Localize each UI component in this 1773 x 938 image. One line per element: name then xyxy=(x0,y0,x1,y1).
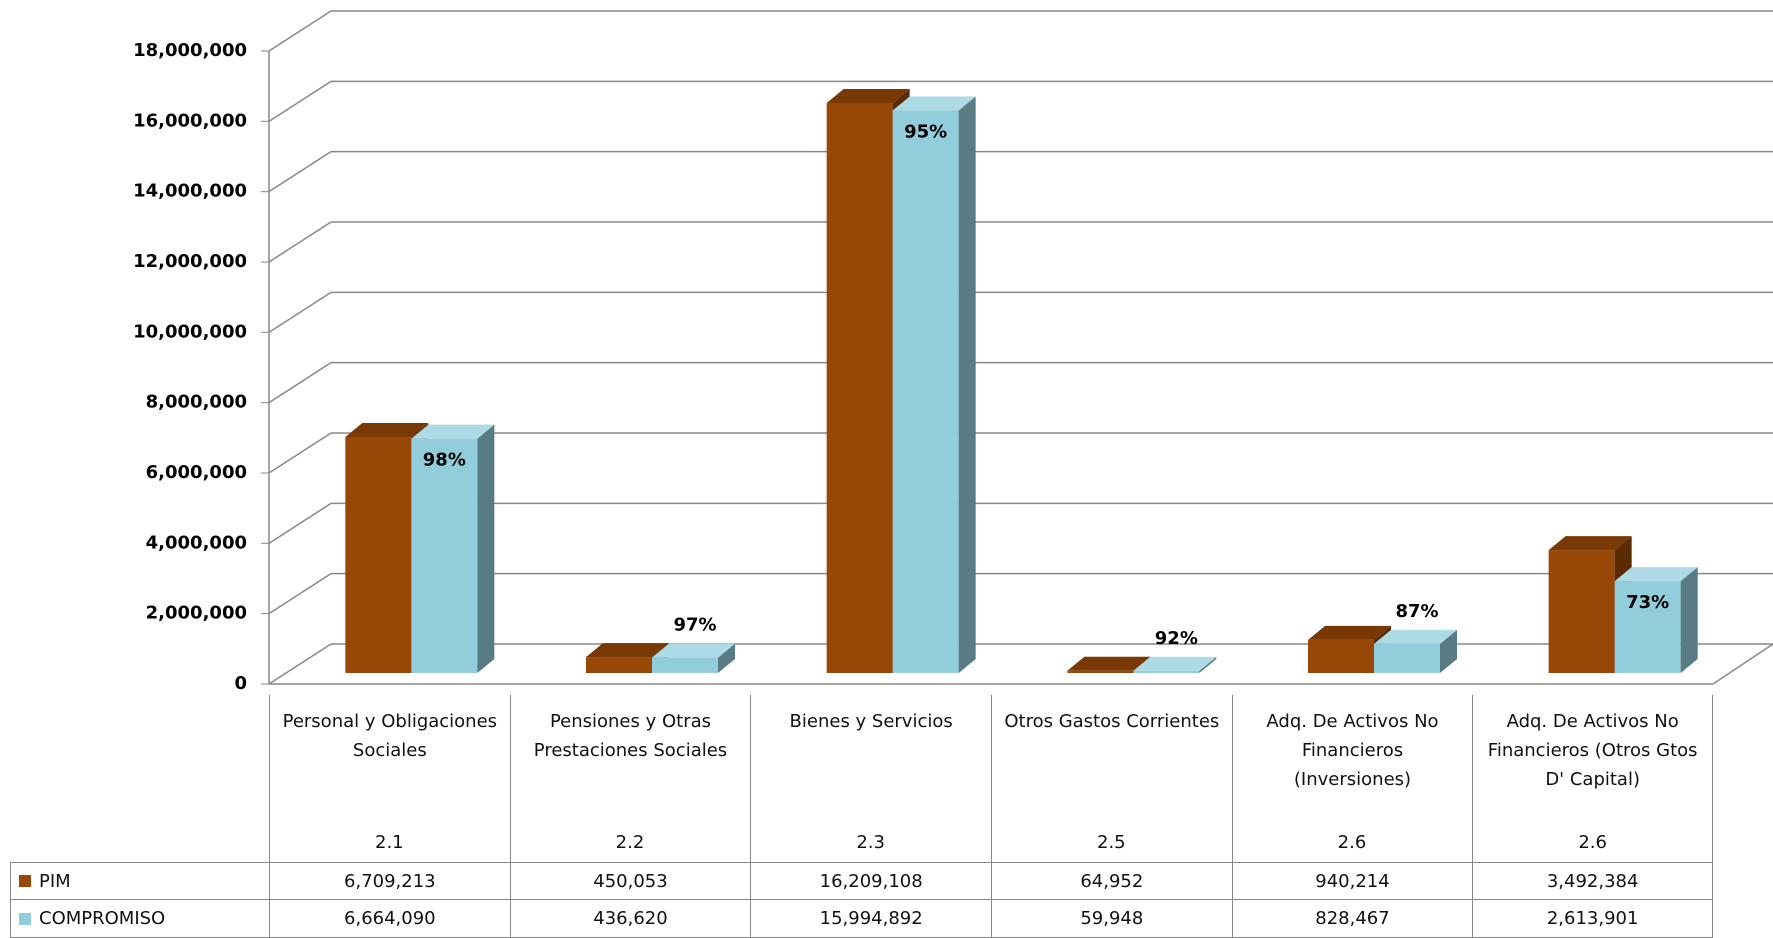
grid-line xyxy=(268,80,332,122)
y-tick-label: 18,000,000 xyxy=(133,40,247,61)
category-cell: Personal y Obligaciones Sociales xyxy=(269,695,510,862)
bar-front xyxy=(1548,550,1615,673)
code-label: 2.3 xyxy=(856,832,885,853)
category-cell: Pensiones y Otras Prestaciones Sociales xyxy=(509,695,751,862)
table-value: 64,952 xyxy=(991,862,1232,899)
y-tick-label: 8,000,000 xyxy=(146,392,247,413)
category-cell: Adq. De Activos No Financieros (Otros Gt… xyxy=(1472,695,1713,862)
table-value: 940,214 xyxy=(1231,862,1473,899)
code-label: 2.6 xyxy=(1337,832,1367,853)
y-tick-label: 0 xyxy=(234,673,247,694)
percent-label: 87% xyxy=(1395,601,1438,622)
bar-side xyxy=(1199,656,1217,673)
bar xyxy=(1374,629,1457,673)
bar-top xyxy=(652,643,735,658)
category-cell: Otros Gastos Corrientes xyxy=(991,695,1232,862)
bar-front xyxy=(1133,670,1200,673)
bar-front xyxy=(586,657,652,673)
bar xyxy=(652,643,735,673)
legend-label: COMPROMISO xyxy=(39,908,166,929)
bar-top xyxy=(826,88,910,103)
bar-top xyxy=(1374,629,1457,644)
floor-edge xyxy=(1712,643,1773,685)
bar-front xyxy=(826,102,893,673)
table-value: 436,620 xyxy=(509,899,751,938)
legend-swatch xyxy=(19,912,31,925)
code-label: 2.6 xyxy=(1578,832,1607,853)
bar-top xyxy=(411,424,495,439)
grid-line xyxy=(268,362,332,404)
percent-label: 95% xyxy=(904,122,947,143)
bar-top xyxy=(345,423,429,438)
grid-line xyxy=(268,291,332,333)
table-value: 16,209,108 xyxy=(750,862,991,899)
grid-line xyxy=(268,432,332,474)
bar-top xyxy=(1614,567,1698,582)
grid-line xyxy=(268,221,332,263)
legend-label: PIM xyxy=(39,870,71,892)
bar-front xyxy=(1614,581,1681,673)
bar-top xyxy=(1133,656,1217,671)
grid-line xyxy=(268,573,332,615)
bar xyxy=(411,424,495,673)
bar-side xyxy=(958,96,976,674)
bar-front xyxy=(1308,639,1374,673)
bar-top xyxy=(1548,536,1632,551)
grid-line xyxy=(268,502,332,544)
bar-front xyxy=(345,437,412,673)
y-tick-label: 16,000,000 xyxy=(133,110,247,131)
percent-label: 98% xyxy=(423,450,466,471)
y-tick-label: 14,000,000 xyxy=(133,181,247,202)
category-cell: Adq. De Activos No Financieros (Inversio… xyxy=(1231,695,1473,862)
category-cell: Bienes y Servicios xyxy=(750,695,991,862)
table-value: 6,664,090 xyxy=(269,899,510,938)
bar-top xyxy=(1308,625,1391,640)
bar-front xyxy=(652,657,718,673)
y-tick-label: 12,000,000 xyxy=(133,251,247,272)
bar-top xyxy=(1067,656,1151,671)
bar xyxy=(892,96,976,674)
grid-line xyxy=(268,151,332,193)
code-label: 2.2 xyxy=(615,832,645,853)
bar-side xyxy=(477,424,495,673)
percent-label: 73% xyxy=(1626,592,1669,613)
grid-line xyxy=(268,643,332,685)
table-value: 15,994,892 xyxy=(750,899,991,938)
bar-side xyxy=(1680,567,1698,673)
table-value: 6,709,213 xyxy=(269,862,510,899)
legend-cell: COMPROMISO xyxy=(10,899,269,938)
bar xyxy=(1133,656,1217,673)
bar-top xyxy=(892,96,976,111)
bar-side xyxy=(1440,629,1457,673)
bar-side xyxy=(718,643,735,673)
y-tick-label: 2,000,000 xyxy=(146,603,247,624)
bar-top xyxy=(586,643,669,658)
grid-line xyxy=(268,10,332,52)
legend-cell: PIM xyxy=(10,862,269,899)
bar-front xyxy=(892,110,959,674)
legend-swatch xyxy=(19,875,31,887)
code-label: 2.5 xyxy=(1097,832,1126,853)
bar-front xyxy=(411,438,478,673)
table-value: 2,613,901 xyxy=(1472,899,1713,938)
bar-front xyxy=(1067,670,1134,673)
y-tick-label: 4,000,000 xyxy=(146,532,247,553)
table-value: 828,467 xyxy=(1231,899,1473,938)
bar-front xyxy=(1374,643,1440,673)
code-label: 2.1 xyxy=(375,832,404,853)
table-value: 59,948 xyxy=(991,899,1232,938)
y-tick-label: 6,000,000 xyxy=(146,462,247,483)
table-value: 3,492,384 xyxy=(1472,862,1713,899)
percent-label: 92% xyxy=(1155,628,1198,649)
percent-label: 97% xyxy=(673,615,716,636)
y-tick-label: 10,000,000 xyxy=(133,321,247,342)
bar xyxy=(1614,567,1698,673)
table-value: 450,053 xyxy=(509,862,751,899)
